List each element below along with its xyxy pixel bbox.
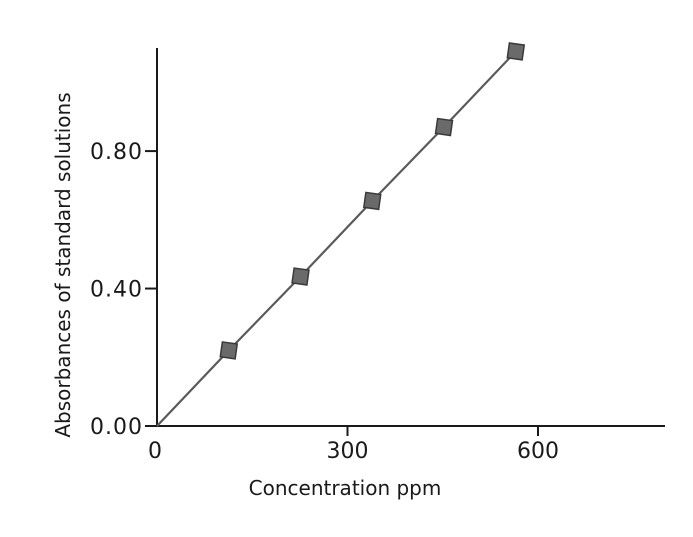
axes	[156, 48, 665, 427]
series-layer	[156, 42, 526, 427]
data-point	[506, 42, 526, 61]
x-ticks: 0 300 600	[148, 426, 559, 464]
data-point	[362, 191, 382, 211]
y-ticks: 0.00 0.40 0.80	[90, 140, 157, 440]
x-tick-label: 0	[148, 439, 162, 464]
data-point	[291, 267, 310, 286]
x-axis-title: Concentration ppm	[249, 476, 442, 500]
y-tick-label: 0.00	[90, 415, 143, 440]
x-tick-label: 300	[327, 439, 369, 464]
y-tick-label: 0.80	[90, 140, 143, 165]
series-line	[156, 50, 517, 427]
y-axis-title: Absorbances of standard solutions	[51, 92, 75, 437]
data-point	[434, 117, 454, 137]
data-point	[219, 341, 239, 360]
x-tick-label: 600	[517, 439, 559, 464]
y-tick-label: 0.40	[90, 278, 143, 303]
